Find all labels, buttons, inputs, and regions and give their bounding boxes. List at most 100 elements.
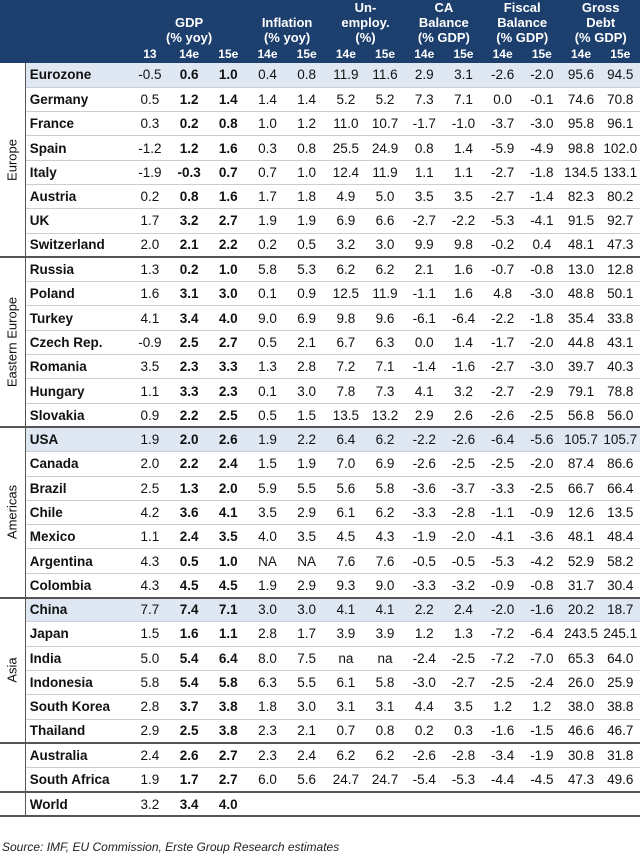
value-cell: 40.3 — [600, 354, 640, 380]
value-cell: 5.6 — [326, 476, 366, 501]
value-cell: 47.3 — [561, 767, 601, 793]
value-cell: 56.8 — [561, 403, 601, 429]
header-group: Fiscal Balance (% GDP) — [483, 0, 562, 45]
value-cell: 2.0 — [130, 451, 170, 477]
value-cell: 4.5 — [208, 573, 248, 599]
value-cell: 2.7 — [208, 208, 248, 234]
country-name: Australia — [25, 743, 131, 769]
value-cell — [365, 791, 405, 818]
value-cell: 2.9 — [404, 63, 444, 88]
value-cell: 3.5 — [247, 500, 288, 526]
header-year: 14e — [247, 45, 288, 63]
value-cell: 3.5 — [287, 524, 327, 550]
value-cell: 5.8 — [208, 670, 248, 696]
value-cell: 5.6 — [287, 767, 327, 793]
value-cell: 4.8 — [483, 281, 523, 307]
value-cell: 0.1 — [247, 378, 288, 404]
value-cell: -5.3 — [443, 767, 484, 793]
value-cell: 2.4 — [130, 743, 170, 769]
value-cell: 18.7 — [600, 597, 640, 623]
value-cell: NA — [247, 548, 288, 574]
value-cell: 1.9 — [247, 208, 288, 234]
value-cell — [326, 791, 366, 818]
value-cell: 3.8 — [208, 694, 248, 720]
value-cell: -1.4 — [404, 354, 444, 380]
value-cell: 3.3 — [208, 354, 248, 380]
table-row: Slovakia 0.9 2.2 2.5 0.5 1.5 13.5 13.2 2.9 2.6 -2.… — [0, 403, 640, 429]
country-name: Brazil — [25, 476, 131, 501]
value-cell: 0.5 — [247, 330, 288, 356]
value-cell: 2.1 — [287, 330, 327, 356]
value-cell: 2.4 — [169, 524, 209, 550]
value-cell: 3.7 — [169, 694, 209, 720]
country-name: South Africa — [25, 767, 131, 793]
value-cell: -7.2 — [483, 621, 523, 647]
value-cell: 1.7 — [169, 767, 209, 793]
value-cell: 1.9 — [130, 767, 170, 793]
value-cell: 2.1 — [169, 233, 209, 259]
value-cell: 2.2 — [169, 451, 209, 477]
value-cell: -1.9 — [130, 160, 170, 185]
value-cell: 0.6 — [169, 63, 209, 88]
country-name: Eurozone — [25, 63, 131, 88]
value-cell: -7.2 — [483, 646, 523, 671]
value-cell: 1.6 — [443, 257, 484, 283]
value-cell: 6.9 — [365, 451, 405, 477]
value-cell: 2.8 — [130, 694, 170, 720]
value-cell: 66.4 — [600, 476, 640, 501]
value-cell: 3.0 — [287, 378, 327, 404]
value-cell: -3.0 — [404, 670, 444, 696]
value-cell: 3.5 — [443, 694, 484, 720]
value-cell: 102.0 — [600, 135, 640, 161]
value-cell: -2.0 — [522, 451, 562, 477]
value-cell: -3.6 — [404, 476, 444, 501]
value-cell: 134.5 — [561, 160, 601, 185]
value-cell: 11.0 — [326, 111, 366, 137]
value-cell: -0.3 — [169, 160, 209, 185]
header-year: 13 — [130, 45, 170, 63]
value-cell: -3.4 — [483, 743, 523, 769]
value-cell — [443, 791, 484, 818]
header-year: 15e — [600, 45, 640, 63]
value-cell: 3.8 — [208, 719, 248, 745]
value-cell: 38.0 — [561, 694, 601, 720]
value-cell: -2.7 — [483, 378, 523, 404]
value-cell: 1.2 — [404, 621, 444, 647]
value-cell: -1.6 — [443, 354, 484, 380]
value-cell: 1.2 — [483, 694, 523, 720]
value-cell: 11.9 — [326, 63, 366, 88]
value-cell: -1.8 — [522, 305, 562, 331]
value-cell: -0.9 — [522, 500, 562, 526]
value-cell: 0.8 — [287, 135, 327, 161]
value-cell: 2.6 — [443, 403, 484, 429]
value-cell: 24.9 — [365, 135, 405, 161]
value-cell: 1.3 — [169, 476, 209, 501]
value-cell: 105.7 — [600, 427, 640, 453]
value-cell: 3.4 — [169, 791, 209, 818]
value-cell: 2.3 — [247, 743, 288, 769]
value-cell: -2.6 — [443, 427, 484, 453]
value-cell: 94.5 — [600, 63, 640, 88]
value-cell: 7.1 — [443, 87, 484, 113]
value-cell: -2.0 — [522, 63, 562, 88]
value-cell: 2.2 — [208, 233, 248, 259]
value-cell: 245.1 — [600, 621, 640, 647]
value-cell: 5.0 — [130, 646, 170, 671]
value-cell: 243.5 — [561, 621, 601, 647]
value-cell: 2.3 — [247, 719, 288, 745]
value-cell: 80.2 — [600, 184, 640, 210]
value-cell: -2.2 — [443, 208, 484, 234]
value-cell: -2.4 — [404, 646, 444, 671]
value-cell: 1.5 — [247, 451, 288, 477]
value-cell: 7.0 — [326, 451, 366, 477]
value-cell: 3.9 — [326, 621, 366, 647]
value-cell: 4.1 — [365, 597, 405, 623]
value-cell: -0.9 — [130, 330, 170, 356]
value-cell: 2.5 — [169, 330, 209, 356]
value-cell: 0.8 — [169, 184, 209, 210]
value-cell — [600, 791, 640, 818]
value-cell — [561, 791, 601, 818]
value-cell: -7.0 — [522, 646, 562, 671]
value-cell: 3.2 — [130, 791, 170, 818]
value-cell: 0.5 — [247, 403, 288, 429]
